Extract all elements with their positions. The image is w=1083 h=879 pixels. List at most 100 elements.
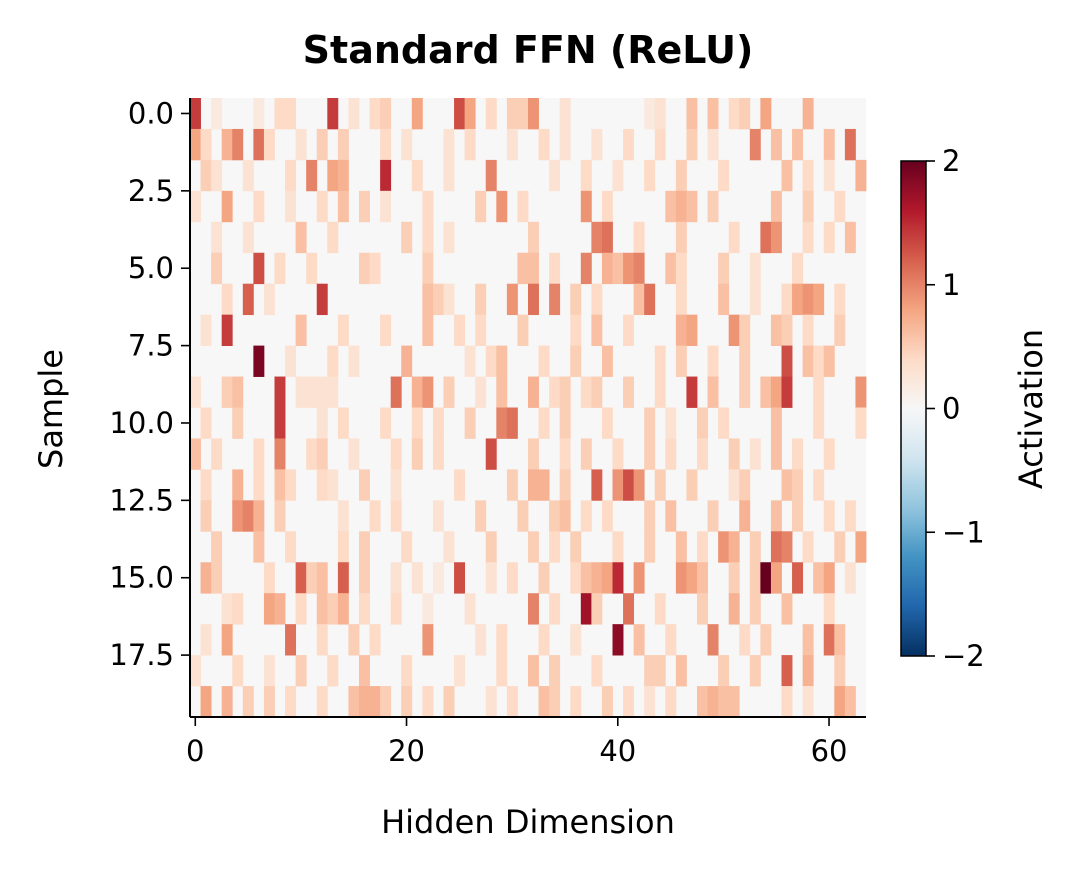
heatmap-cell bbox=[665, 686, 677, 718]
heatmap-cell bbox=[538, 562, 550, 594]
heatmap-cell bbox=[549, 376, 561, 408]
heatmap-cell bbox=[528, 655, 539, 687]
heatmap-cell bbox=[844, 500, 856, 532]
heatmap-cell bbox=[623, 376, 635, 408]
heatmap-cell bbox=[211, 98, 223, 130]
heatmap-cell bbox=[760, 98, 772, 130]
heatmap-cell bbox=[263, 562, 275, 594]
colorbar-label: Activation bbox=[1012, 329, 1050, 489]
heatmap-cell bbox=[549, 500, 561, 532]
colorbar-ticks: 2 1 0 −1 −2 bbox=[926, 144, 985, 673]
heatmap-cell bbox=[770, 562, 782, 594]
heatmap-cell bbox=[190, 190, 201, 223]
x-tick-label: 20 bbox=[388, 734, 425, 768]
heatmap-cell bbox=[316, 283, 328, 316]
heatmap-cell bbox=[359, 593, 370, 625]
heatmap-cell bbox=[749, 531, 761, 563]
heatmap-cell bbox=[528, 438, 539, 470]
y-tick-label: 17.5 bbox=[109, 638, 174, 672]
y-tick-label: 0.0 bbox=[128, 96, 174, 130]
heatmap-cell bbox=[834, 314, 846, 346]
heatmap-cell bbox=[823, 159, 835, 192]
heatmap-cell bbox=[454, 469, 466, 501]
heatmap-cell bbox=[411, 376, 423, 408]
heatmap-cell bbox=[601, 407, 613, 439]
y-tick-label: 7.5 bbox=[128, 329, 174, 363]
heatmap-cell bbox=[369, 624, 381, 656]
heatmap-cell bbox=[422, 376, 434, 408]
heatmap-cell bbox=[802, 345, 814, 377]
heatmap-cell bbox=[506, 98, 518, 130]
heatmap-cell bbox=[316, 190, 328, 223]
heatmap-cell bbox=[538, 407, 550, 439]
heatmap-cell bbox=[422, 686, 434, 718]
heatmap-cell bbox=[591, 283, 603, 316]
heatmap-cell bbox=[707, 345, 719, 377]
heatmap-cell bbox=[485, 98, 497, 130]
heatmap-cell bbox=[464, 593, 476, 625]
heatmap-cell bbox=[718, 655, 730, 687]
heatmap-cell bbox=[380, 314, 392, 346]
heatmap-cell bbox=[263, 655, 275, 687]
heatmap-cell bbox=[306, 252, 318, 285]
heatmap-cell bbox=[770, 314, 782, 346]
heatmap-cell bbox=[190, 655, 201, 687]
heatmap-cell bbox=[506, 686, 518, 718]
heatmap-cell bbox=[380, 407, 392, 439]
heatmap-cell bbox=[770, 376, 782, 408]
heatmap-cell bbox=[823, 624, 835, 656]
heatmap-cell bbox=[285, 190, 297, 223]
heatmap-cell bbox=[813, 283, 825, 316]
heatmap-cell bbox=[316, 407, 328, 439]
heatmap-cell bbox=[464, 128, 476, 161]
heatmap-cell bbox=[443, 128, 455, 161]
heatmap-cell bbox=[675, 314, 687, 346]
heatmap-cell bbox=[443, 283, 455, 316]
heatmap-cell bbox=[633, 562, 645, 594]
heatmap-cell bbox=[675, 655, 687, 687]
heatmap-cell bbox=[739, 376, 751, 408]
heatmap-cell bbox=[221, 128, 233, 161]
heatmap-cell bbox=[601, 500, 613, 532]
heatmap-cell bbox=[802, 624, 814, 656]
heatmap-cell bbox=[644, 407, 656, 439]
heatmap-cell bbox=[601, 221, 613, 254]
heatmap-cell bbox=[570, 345, 582, 377]
heatmap-cell bbox=[749, 593, 761, 625]
heatmap-cell bbox=[718, 159, 730, 192]
heatmap-cell bbox=[306, 562, 318, 594]
heatmap-cell bbox=[443, 376, 455, 408]
heatmap-cell bbox=[549, 159, 561, 192]
heatmap-cell bbox=[200, 159, 212, 192]
heatmap-cell bbox=[802, 159, 814, 192]
heatmap-cell bbox=[411, 438, 423, 470]
y-axis-ticks: 0.0 2.5 5.0 7.5 10.0 12.5 15.0 17.5 bbox=[109, 96, 190, 672]
heatmap-cell bbox=[644, 531, 656, 563]
heatmap-cell bbox=[401, 221, 413, 254]
heatmap-cell bbox=[337, 128, 349, 161]
heatmap-cell bbox=[401, 531, 413, 563]
heatmap-cell bbox=[485, 686, 497, 718]
heatmap-cell bbox=[697, 562, 708, 594]
heatmap-cell bbox=[242, 221, 254, 254]
heatmap-cell bbox=[781, 283, 793, 316]
heatmap-cell bbox=[422, 624, 434, 656]
heatmap-cell bbox=[760, 562, 772, 594]
heatmap-cell bbox=[528, 593, 539, 625]
heatmap-cell bbox=[359, 655, 370, 687]
heatmap-cells bbox=[190, 98, 867, 718]
heatmap-cell bbox=[612, 531, 624, 563]
heatmap-cell bbox=[728, 686, 740, 718]
heatmap-cell bbox=[654, 655, 666, 687]
heatmap-cell bbox=[253, 531, 265, 563]
heatmap-cell bbox=[749, 128, 761, 161]
heatmap-cell bbox=[813, 345, 825, 377]
heatmap-cell bbox=[570, 531, 582, 563]
heatmap-cell bbox=[200, 469, 212, 501]
heatmap-cell bbox=[485, 159, 497, 192]
heatmap-cell bbox=[232, 593, 244, 625]
y-tick-label: 2.5 bbox=[128, 174, 174, 208]
heatmap-cell bbox=[496, 376, 508, 408]
heatmap-cell bbox=[295, 376, 307, 408]
heatmap-cell bbox=[401, 655, 413, 687]
